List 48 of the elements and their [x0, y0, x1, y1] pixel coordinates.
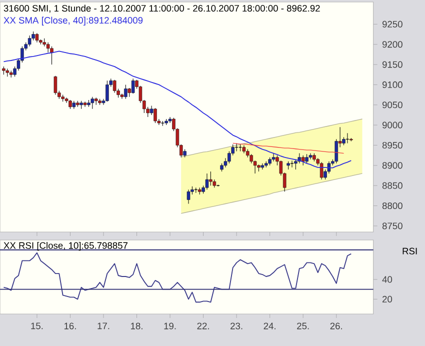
candlestick — [35, 32, 39, 43]
x-tick-label: 16. — [64, 322, 76, 330]
y-tick-label: 8750 — [382, 222, 402, 230]
candlestick — [131, 78, 135, 94]
candlestick — [186, 189, 190, 204]
y-tick-label: 9250 — [382, 20, 402, 28]
text: XX SMA [Close, 40]:8912.484009 — [4, 16, 143, 26]
y-tick-label: 9200 — [382, 41, 402, 48]
y-tick-label: 8900 — [382, 162, 402, 169]
candlestick — [308, 153, 312, 160]
candlestick — [54, 76, 58, 96]
candlestick — [28, 35, 32, 47]
x-tick-label: 26. — [330, 322, 342, 330]
x-tick-label: 23. — [230, 322, 242, 330]
candlestick — [154, 108, 157, 124]
y-tick-label: 9100 — [382, 81, 402, 88]
candlestick — [320, 162, 324, 180]
x-tick-label: 24. — [264, 322, 276, 330]
candlestick — [272, 153, 276, 162]
x-tick-label: 25. — [297, 322, 309, 330]
candlestick — [209, 171, 212, 186]
candlestick — [50, 46, 54, 65]
chart-title: XX RSI [Close, 10]:65.798857 — [4, 242, 128, 251]
candlestick — [305, 154, 308, 164]
candlestick — [124, 84, 128, 100]
candlestick — [90, 96, 94, 110]
y-tick-label: 20 — [382, 296, 392, 302]
candlestick — [106, 80, 109, 102]
candlestick — [242, 144, 246, 154]
y-axis-title: RSI — [402, 248, 417, 254]
chart-title: 31600 SMI, 1 Stunde - 12.10.2007 11:00:00 - 26.10.2007 18:00:00 - 8962.92 — [4, 4, 320, 13]
candlestick — [205, 173, 209, 190]
x-tick-label: 22. — [197, 322, 209, 330]
y-tick-label: 8800 — [382, 202, 402, 210]
x-tick-label: 17. — [98, 322, 110, 330]
y-tick-label: 40 — [382, 276, 392, 283]
candlestick — [83, 101, 87, 108]
y-tick-label: 9150 — [382, 61, 402, 68]
y-tick-label: 8950 — [382, 142, 402, 149]
x-tick-label: 18. — [130, 322, 142, 330]
y-tick-label: 9000 — [382, 122, 402, 128]
x-tick-label: 19. — [164, 322, 176, 330]
candlestick — [301, 155, 305, 166]
candlestick — [260, 163, 264, 170]
y-tick-label: 9050 — [382, 102, 402, 108]
y-tick-label: 8850 — [382, 182, 402, 189]
candlestick — [112, 80, 116, 94]
x-tick-label: 15. — [31, 322, 43, 330]
